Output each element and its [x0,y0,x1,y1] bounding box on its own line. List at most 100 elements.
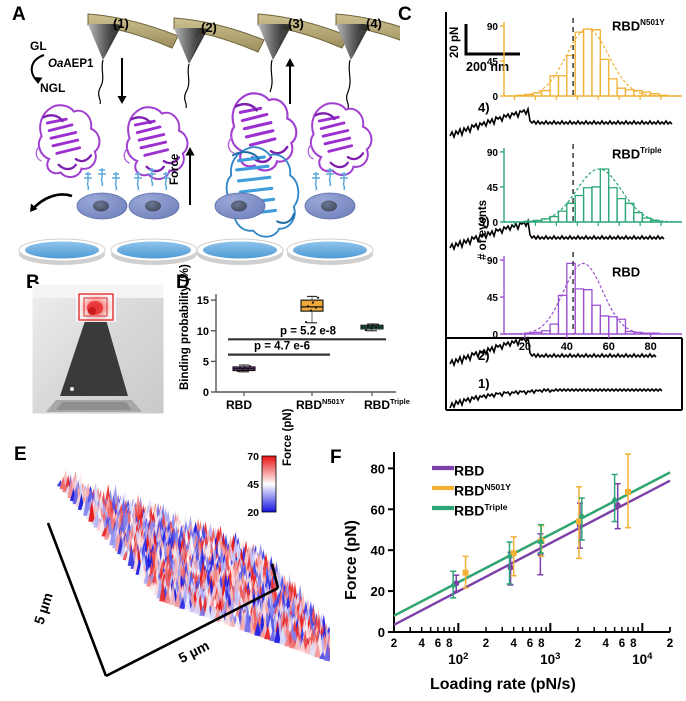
panel-f-x-axis-label: Loading rate (pN/s) [430,676,576,693]
panel-a-enzyme-label: OaAEP1 [48,58,94,70]
panel-c-hist-label-rbd: RBD [612,264,641,280]
panel-f-xtick-decade: 104 [632,651,653,667]
hist-ytick: 90 [487,256,499,267]
hist-ytick: 90 [487,22,499,33]
panel-f-xtick-decade: 102 [448,651,468,667]
panel-f-point [575,518,582,525]
panel-f-letter: F [330,447,342,468]
panel-d-boxplot: 0 5 10 15 p = 5.2 e-8 p = 4.7 e-6 [197,294,396,399]
panel-f-point [507,564,514,571]
panel-a-schematic: (1) GL OaAEP1 NGL (2) (3) Force (4) [18,13,400,266]
panel-f-xtick-minor: 2 [391,638,397,650]
colorbar-tick: 70 [247,451,259,463]
panel-a-step-3: (3) [288,16,304,31]
panel-f-ytick: 40 [371,543,385,558]
panel-f-point [614,502,621,509]
panel-a-gl-label: GL [30,39,47,53]
panel-a-step-1: (1) [113,16,129,31]
panel-c-distance-scalebar-label: 200 nm [466,60,509,74]
panel-d-y-axis-label: Binding probability (%) [179,264,191,390]
panel-c-histogram-triple: 0 45 90 [487,144,683,229]
panel-f-ytick: 20 [371,584,385,599]
panel-e-force-map: 5 µm 5 µm 70 45 20 [31,451,330,678]
panel-d-ytick: 15 [197,295,209,307]
panel-f-point [510,550,517,557]
panel-c-letter: C [398,4,412,25]
panel-f-xtick-minor: 2 [667,638,673,650]
panel-a-ngl-label: NGL [40,81,65,95]
hist-ytick: 45 [487,293,499,304]
panel-c-force-scalebar-label: 20 pN [449,27,461,58]
panel-d-ytick: 5 [203,356,209,368]
hist-ytick: 45 [487,183,499,194]
panel-d-letter: D [176,272,190,293]
panel-d-ytick: 10 [197,326,209,338]
panel-c-force-curves: 20 pN 200 nm 4) 3) 2) 1) [445,12,683,411]
panel-f-ytick: 60 [371,502,385,517]
panel-f-xtick-minor: 2 [575,638,581,650]
panel-c-histogram-n501y: 0 45 90 [487,18,683,103]
panel-d-category-label-0: RBD [226,398,252,412]
hist-xtick: 60 [603,341,615,353]
hist-ytick: 90 [487,148,499,159]
panel-d-pvalue-0: p = 5.2 e-8 [280,325,337,337]
panel-e-x-scale-label: 5 µm [176,637,212,666]
panel-c-trace-label-2: 2) [478,348,490,363]
panel-f-point [578,511,586,519]
colorbar [261,455,277,513]
panel-f-xtick-minor: 4 [418,638,425,650]
force-map-surface [56,469,330,663]
panel-f-ytick: 0 [378,625,385,640]
panel-d-ytick: 0 [203,387,209,399]
panel-d-pvalue-1: p = 4.7 e-6 [254,341,310,353]
panel-c-trace-label-4: 4) [478,100,490,115]
panel-a-step-2: (2) [201,20,217,35]
colorbar-tick: 20 [247,507,259,519]
panel-f-xtick-minor: 8 [538,638,545,650]
panel-f-ytick: 80 [371,461,385,476]
panel-c-histogram-rbd: 0 45 90 20 40 60 80 [487,252,683,353]
panel-d-category-label-2: RBDTriple [364,397,410,412]
panel-e-letter: E [14,444,27,465]
panel-f-point [537,537,545,544]
panel-f-xtick-decade: 103 [540,651,560,667]
hist-xtick: 40 [561,341,573,353]
panel-c-events-axis-label: # of events [477,199,489,260]
panel-f-xtick-minor: 6 [527,638,533,650]
panel-f-xtick-minor: 8 [630,638,637,650]
panel-f-point [611,495,619,502]
hist-xtick: 80 [644,341,656,353]
panel-a-letter: A [12,4,26,25]
panel-f-xtick-minor: 6 [435,638,441,650]
panel-f-point [625,488,632,495]
panel-f-xtick-minor: 2 [483,638,489,650]
panel-c-trace-label-3: 3) [478,214,490,229]
panel-f-xtick-minor: 6 [619,638,625,650]
hist-ytick: 0 [492,218,498,229]
panel-f-xtick-minor: 8 [446,638,453,650]
panel-f-point [449,580,457,588]
panel-f-point [462,569,469,576]
panel-d-category-label-1: RBDN501Y [296,397,345,412]
panel-f-xtick-minor: 4 [602,638,609,650]
panel-e-y-scale-label: 5 µm [31,591,56,627]
hist-xtick: 20 [519,341,531,353]
panel-f-xtick-minor: 2 [667,638,673,650]
hist-ytick: 0 [492,92,498,103]
hist-ytick: 45 [487,57,499,68]
hist-ytick: 0 [492,330,498,341]
panel-f-legend-label-2: RBDTriple [454,502,508,519]
colorbar-tick: 45 [247,479,259,491]
panel-c-hist-label-triple: RBDTriple [612,146,662,162]
panel-b-cantilever-image [32,284,164,414]
panel-f-point [505,551,514,559]
panel-f-legend-label-1: RBDN501Y [454,482,511,499]
panel-c-hist-label-n501y: RBDN501Y [612,18,665,34]
panel-f-legend-label-0: RBD [454,462,485,479]
panel-c-trace-label-1: 1) [478,376,490,391]
panel-a-step-4: (4) [366,16,382,31]
panel-e-colorbar-title: Force (pN) [282,408,294,467]
panel-a-force-label: Force [169,154,181,185]
panel-f-xtick-minor: 4 [510,638,517,650]
